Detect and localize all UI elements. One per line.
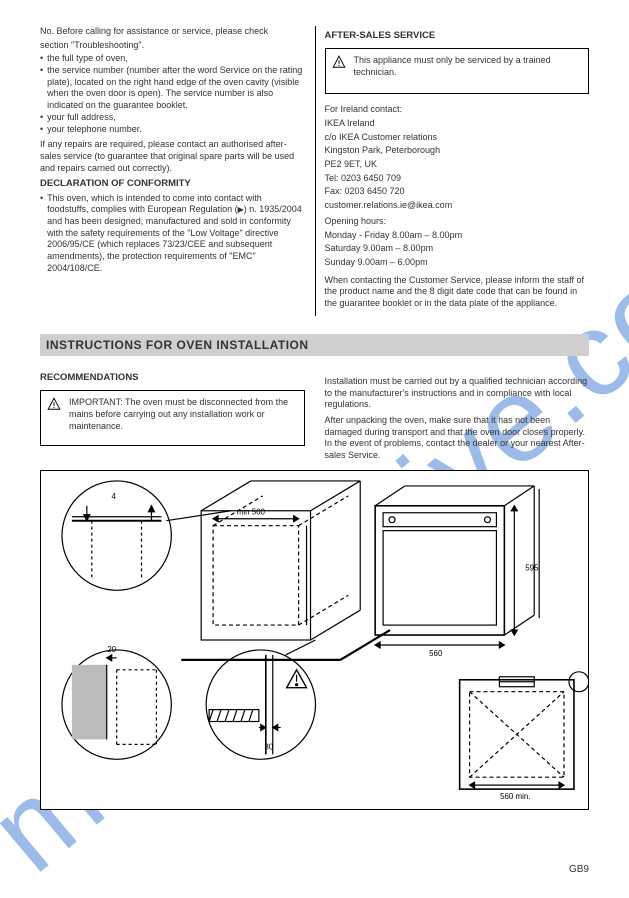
install-para-1: Installation must be carried out by a qu…	[325, 376, 590, 411]
left-bullet-list: the full type of oven, the service numbe…	[40, 53, 305, 135]
dim-label: 560	[429, 649, 443, 658]
column-divider	[315, 26, 316, 316]
contact-line: Kingston Park, Peterborough	[325, 145, 590, 157]
left-column: No. Before calling for assistance or ser…	[40, 26, 315, 316]
bullet-text: your full address,	[47, 112, 116, 124]
left-after-text: If any repairs are required, please cont…	[40, 139, 305, 174]
bullet-text: your telephone number.	[47, 124, 142, 136]
hours-line: Monday - Friday 8.00am – 8.00pm	[325, 230, 590, 242]
installation-banner: INSTRUCTIONS FOR OVEN INSTALLATION	[40, 334, 589, 356]
page-content: No. Before calling for assistance or ser…	[0, 0, 629, 810]
dim-label: 560 min.	[500, 792, 530, 801]
dim-label: 30	[264, 742, 273, 751]
list-item: your telephone number.	[40, 124, 305, 136]
detail-countertop	[62, 481, 231, 590]
bullet-text: the full type of oven,	[47, 53, 128, 65]
contact-line: PE2 9ET, UK	[325, 159, 590, 171]
install-para-2: After unpacking the oven, make sure that…	[325, 415, 590, 462]
contact-line: c/o IKEA Customer relations	[325, 132, 590, 144]
left-intro-1: No. Before calling for assistance or ser…	[40, 26, 305, 38]
contact-line: Tel: 0203 6450 709	[325, 173, 590, 185]
left-intro-2: section "Troubleshooting".	[40, 40, 305, 52]
dim-label: 595	[525, 563, 539, 572]
dim-label: 4	[111, 492, 116, 501]
inst-right: Installation must be carried out by a qu…	[315, 362, 590, 458]
hours-line: Saturday 9.00am – 8.00pm	[325, 243, 590, 255]
inst-left: RECOMMENDATIONS IMPORTANT: The oven must…	[40, 362, 315, 458]
contact-line: Fax: 0203 6450 720	[325, 186, 590, 198]
right-column: AFTER-SALES SERVICE This appliance must …	[315, 26, 590, 316]
end-note: When contacting the Customer Service, pl…	[325, 275, 590, 310]
dim-label: 20	[107, 645, 116, 654]
two-column-block: No. Before calling for assistance or ser…	[40, 26, 589, 316]
contact-email: customer.relations.ie@ikea.com	[325, 200, 590, 212]
after-sales-heading: AFTER-SALES SERVICE	[325, 30, 590, 42]
recommendations-heading: RECOMMENDATIONS	[40, 372, 305, 384]
warning-triangle-icon	[332, 55, 346, 69]
list-item: the service number (number after the wor…	[40, 65, 305, 112]
warning-text: IMPORTANT: The oven must be disconnected…	[69, 397, 296, 432]
list-item: your full address,	[40, 112, 305, 124]
opening-hours-intro: Opening hours:	[325, 216, 590, 228]
list-item: This oven, which is intended to come int…	[40, 193, 305, 275]
dim-label: min 560	[237, 508, 266, 517]
warning-triangle-icon	[47, 397, 61, 411]
bullet-text: the service number (number after the wor…	[47, 65, 304, 112]
contact-line: IKEA Ireland	[325, 118, 590, 130]
oven-body	[375, 486, 539, 648]
cabinet-cutout	[181, 481, 390, 660]
service-warning-box: This appliance must only be serviced by …	[325, 48, 590, 94]
contact-intro: For Ireland contact:	[325, 104, 590, 116]
declaration-list: This oven, which is intended to come int…	[40, 193, 305, 275]
detail-wall-gap	[62, 650, 171, 759]
bullet-text: This oven, which is intended to come int…	[47, 193, 304, 275]
declaration-heading: Declaration of conformity	[40, 178, 305, 190]
page-number: GB9	[569, 864, 589, 875]
diagram-svg: 560 595 min 560 4 20 30 560 min.	[41, 471, 588, 809]
detail-plinth	[206, 640, 315, 759]
install-warning-box: IMPORTANT: The oven must be disconnected…	[40, 390, 305, 446]
list-item: the full type of oven,	[40, 53, 305, 65]
installation-columns: RECOMMENDATIONS IMPORTANT: The oven must…	[40, 362, 589, 458]
warning-text: This appliance must only be serviced by …	[354, 55, 581, 78]
hours-line: Sunday 9.00am – 6.00pm	[325, 257, 590, 269]
rear-panel	[460, 672, 588, 789]
installation-diagram: 560 595 min 560 4 20 30 560 min.	[40, 470, 589, 810]
